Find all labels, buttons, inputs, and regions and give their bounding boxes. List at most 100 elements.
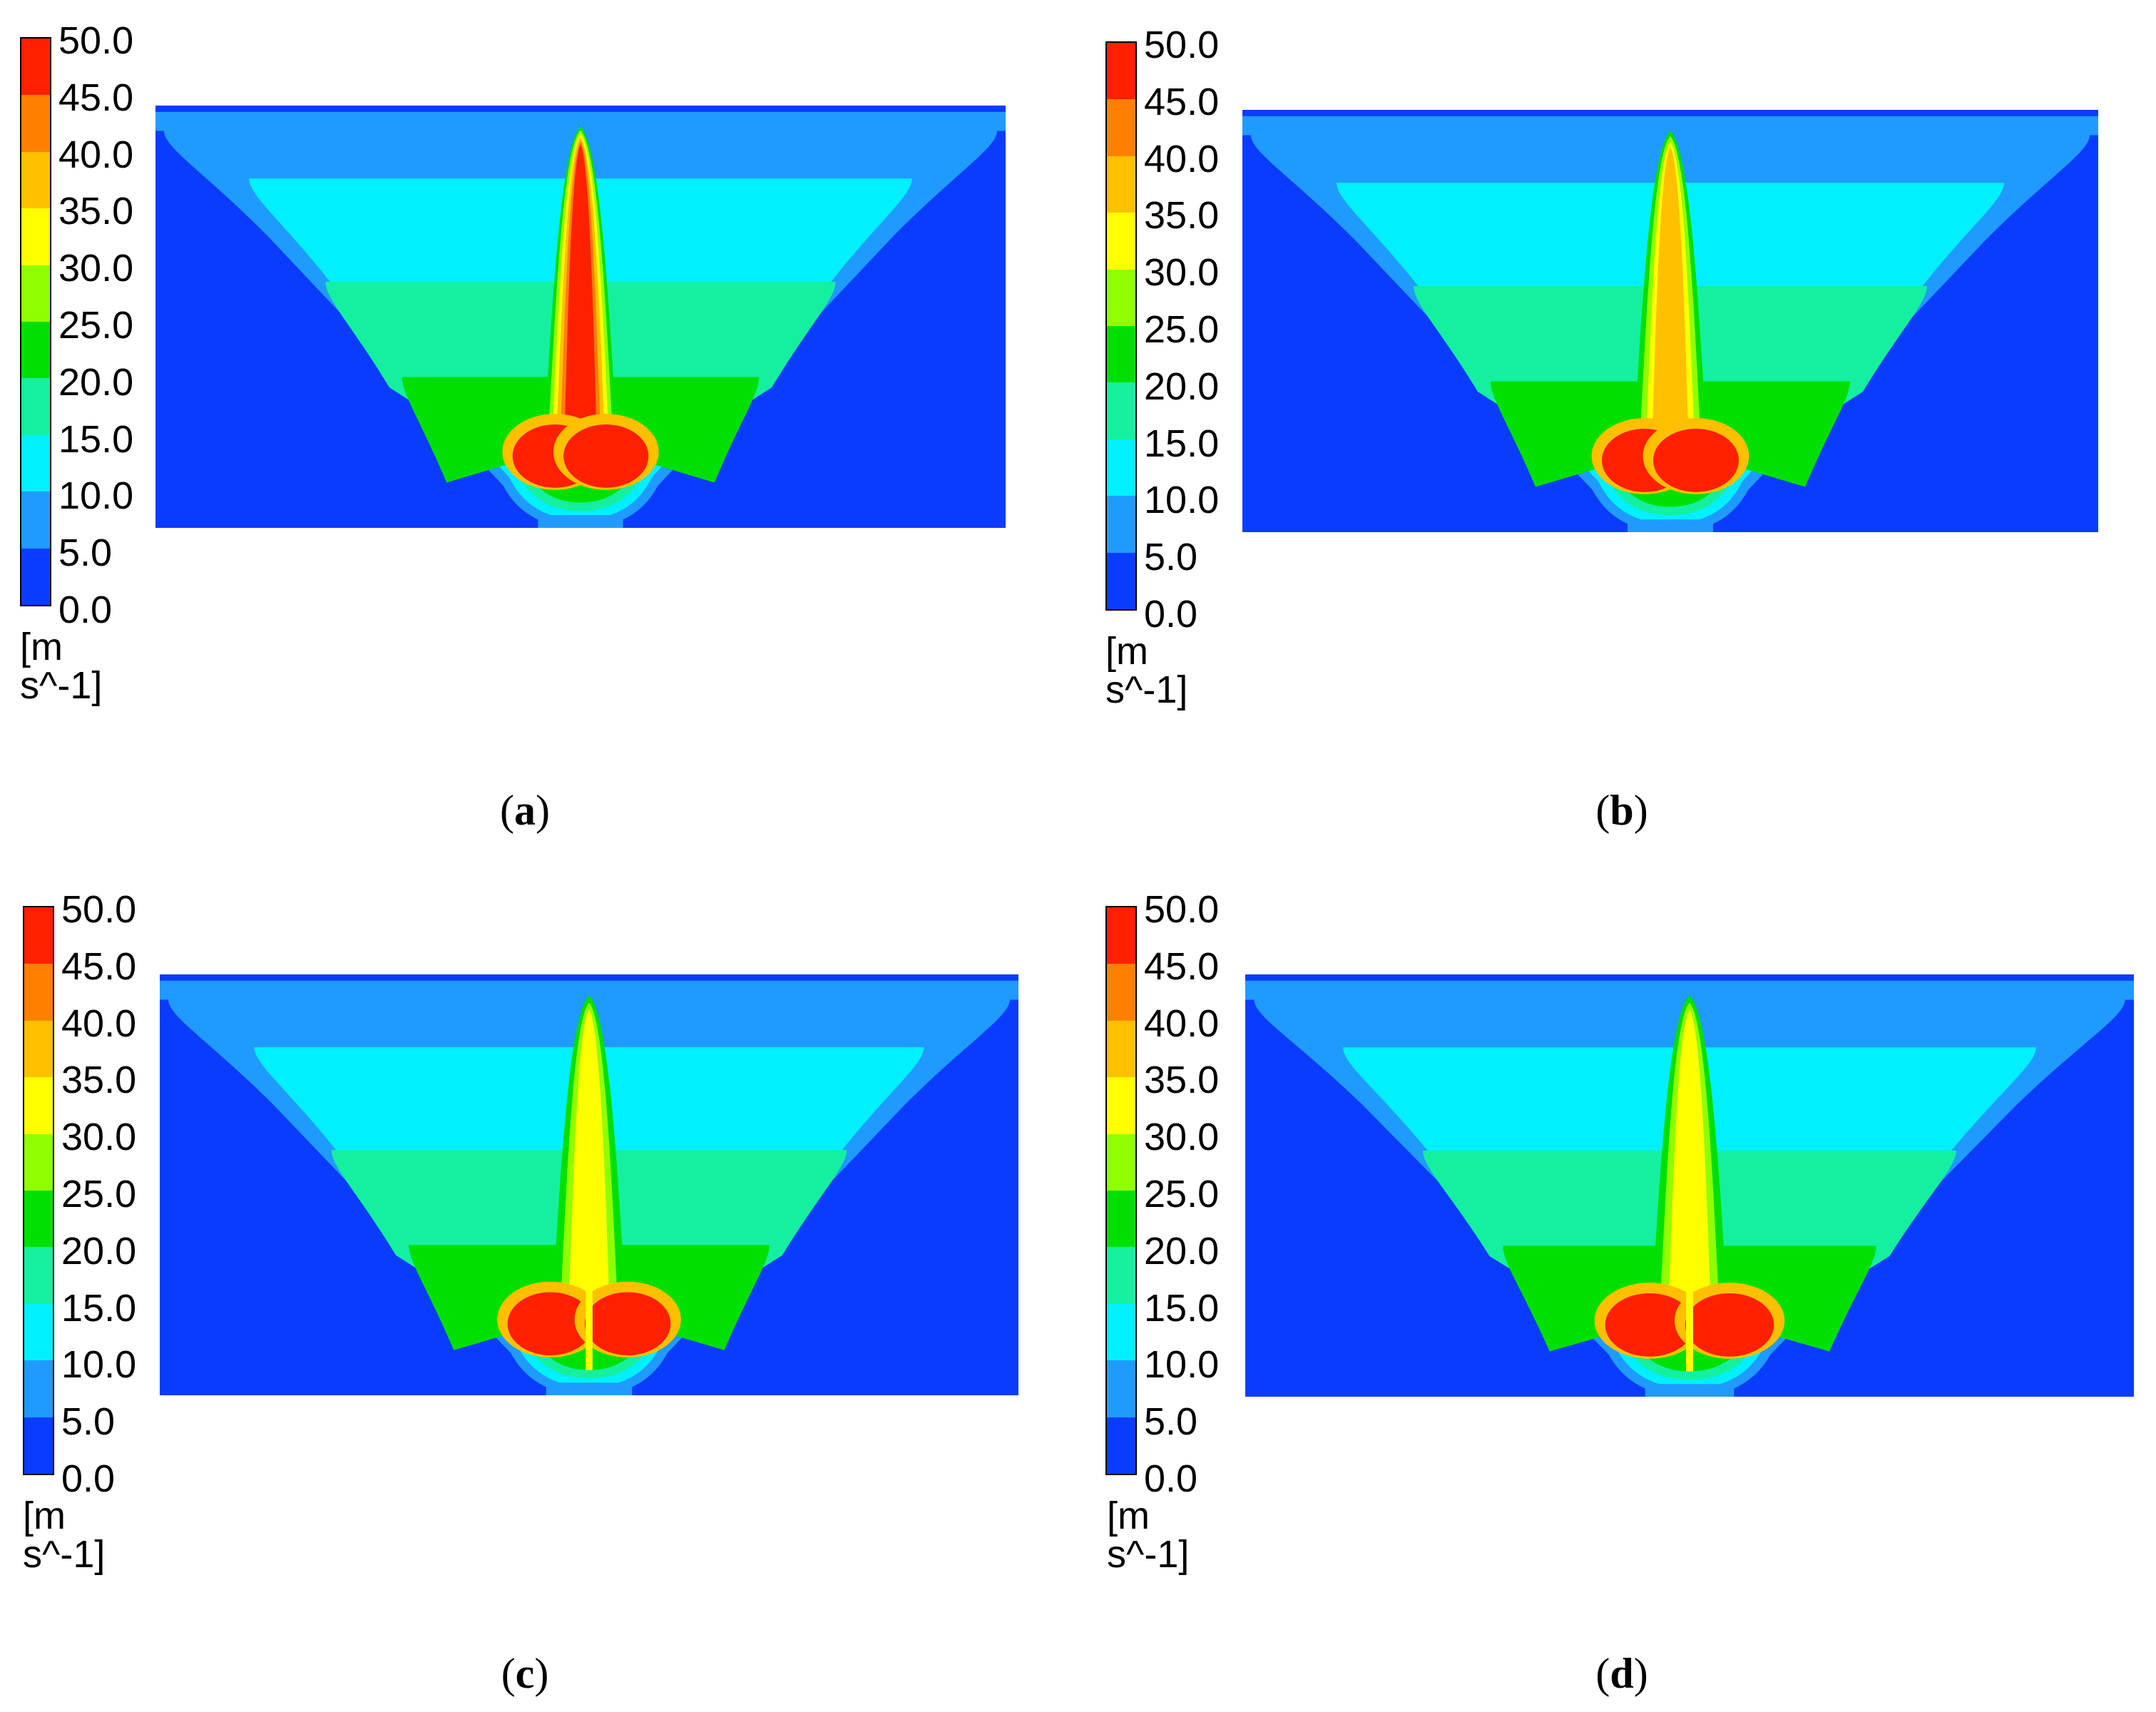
- colorbar-tick-label: 25.0: [61, 1173, 137, 1216]
- velocity-contour-plot: [1245, 974, 2134, 1397]
- velocity-contour-plot: [155, 106, 1006, 528]
- colorbar-unit: [m s^-1]: [1107, 1494, 1190, 1576]
- colorbar-band: [1107, 1303, 1135, 1361]
- colorbar-tick-label: 50.0: [58, 19, 134, 62]
- colorbar-band: [1107, 496, 1135, 553]
- colorbar-band: [1107, 1417, 1135, 1474]
- colorbar-tick-label: 10.0: [58, 474, 134, 518]
- colorbar-band: [1107, 1191, 1135, 1248]
- colorbar-band: [1107, 552, 1135, 609]
- colorbar-tick-label: 50.0: [1144, 24, 1220, 66]
- colorbar-band: [1107, 156, 1135, 213]
- colorbar-band: [1107, 99, 1135, 156]
- colorbar-band: [21, 208, 50, 265]
- colorbar-band: [1107, 1077, 1135, 1134]
- colorbar-tick-label: 35.0: [1144, 194, 1220, 238]
- colorbar-tick-label: 30.0: [58, 247, 134, 290]
- colorbar-tick-label: 0.0: [1144, 1457, 1198, 1500]
- colorbar-tick-label: 15.0: [61, 1286, 137, 1330]
- colorbar-band: [1107, 43, 1135, 100]
- colorbar-tick-label: 45.0: [1144, 944, 1220, 988]
- core-lobe: [563, 424, 649, 488]
- colorbar-band: [1107, 213, 1135, 270]
- nozzle-base: [1628, 519, 1713, 532]
- core-divider: [586, 1285, 593, 1370]
- panel-caption: (c): [501, 1650, 549, 1697]
- colorbar-band: [21, 548, 50, 605]
- colorbar: [1105, 906, 1137, 1475]
- colorbar-band: [21, 491, 50, 549]
- core-lobe: [584, 1292, 671, 1355]
- colorbar-tick-label: 35.0: [1144, 1059, 1220, 1102]
- colorbar-band: [24, 1417, 53, 1474]
- panel-caption: (b): [1595, 787, 1648, 834]
- colorbar-tick-label: 25.0: [1144, 308, 1220, 351]
- nozzle-base: [538, 515, 623, 528]
- colorbar-band: [1107, 1133, 1135, 1191]
- colorbar-tick-label: 25.0: [58, 304, 134, 347]
- colorbar-band: [1107, 326, 1135, 383]
- colorbar-tick-label: 20.0: [1144, 1229, 1220, 1273]
- colorbar-tick-label: 20.0: [61, 1229, 137, 1273]
- colorbar: [20, 37, 51, 606]
- core-lobe: [1653, 428, 1739, 492]
- colorbar-band: [24, 1020, 53, 1078]
- colorbar-band: [21, 434, 50, 492]
- colorbar-tick-label: 20.0: [58, 360, 134, 404]
- colorbar-tick-label: 40.0: [1144, 137, 1220, 180]
- colorbar-unit: [m s^-1]: [23, 1494, 106, 1576]
- colorbar-band: [21, 322, 50, 379]
- colorbar-band: [24, 1191, 53, 1248]
- panel-caption: (d): [1595, 1650, 1648, 1697]
- jet-band-30: [1667, 1009, 1712, 1334]
- colorbar-tick-label: 0.0: [58, 588, 113, 631]
- core-lobe: [1685, 1293, 1774, 1357]
- colorbar-band: [21, 265, 50, 322]
- colorbar-band: [24, 964, 53, 1021]
- colorbar-band: [1107, 1020, 1135, 1078]
- jet-band-45: [563, 144, 598, 465]
- colorbar-tick-label: 45.0: [58, 76, 134, 119]
- velocity-contour-plot: [160, 974, 1018, 1395]
- velocity-contour-plot: [1242, 110, 2098, 532]
- nozzle-base: [1645, 1384, 1734, 1397]
- colorbar-band: [1107, 964, 1135, 1021]
- colorbar-tick-label: 10.0: [1144, 1343, 1220, 1387]
- colorbar-band: [1107, 907, 1135, 964]
- colorbar: [1105, 41, 1137, 611]
- colorbar-tick-label: 5.0: [1144, 1400, 1198, 1444]
- core-lobe: [507, 1292, 594, 1355]
- colorbar-tick-label: 0.0: [61, 1457, 116, 1500]
- colorbar-tick-label: 15.0: [1144, 422, 1220, 465]
- colorbar-tick-label: 0.0: [1144, 593, 1198, 636]
- colorbar-band: [21, 378, 50, 435]
- colorbar-unit: [m s^-1]: [20, 626, 103, 707]
- colorbar-tick-label: 15.0: [1144, 1286, 1220, 1330]
- colorbar-band: [24, 1077, 53, 1134]
- colorbar-tick-label: 35.0: [58, 190, 134, 233]
- colorbar-band: [21, 95, 50, 152]
- colorbar-band: [24, 1247, 53, 1304]
- colorbar-unit: [m s^-1]: [1105, 630, 1188, 711]
- colorbar-tick-label: 40.0: [58, 133, 134, 176]
- colorbar-tick-label: 30.0: [1144, 1116, 1220, 1159]
- colorbar-tick-label: 5.0: [58, 531, 113, 575]
- colorbar-tick-label: 45.0: [61, 944, 137, 988]
- colorbar-tick-label: 40.0: [61, 1002, 137, 1045]
- colorbar-band: [24, 1133, 53, 1191]
- colorbar-band: [1107, 382, 1135, 439]
- nozzle-base: [546, 1382, 633, 1395]
- colorbar-tick-label: 30.0: [61, 1116, 137, 1159]
- colorbar-tick-label: 10.0: [1144, 479, 1220, 522]
- colorbar-tick-label: 45.0: [1144, 80, 1220, 123]
- colorbar-band: [21, 39, 50, 96]
- colorbar-band: [21, 151, 50, 209]
- jet-band-35: [1651, 146, 1690, 469]
- panel-caption: (a): [500, 787, 550, 834]
- colorbar-band: [24, 1360, 53, 1417]
- colorbar-band: [1107, 269, 1135, 326]
- colorbar-tick-label: 50.0: [61, 888, 137, 931]
- colorbar-tick-label: 20.0: [1144, 365, 1220, 408]
- colorbar-tick-label: 15.0: [58, 417, 134, 461]
- colorbar-band: [24, 907, 53, 964]
